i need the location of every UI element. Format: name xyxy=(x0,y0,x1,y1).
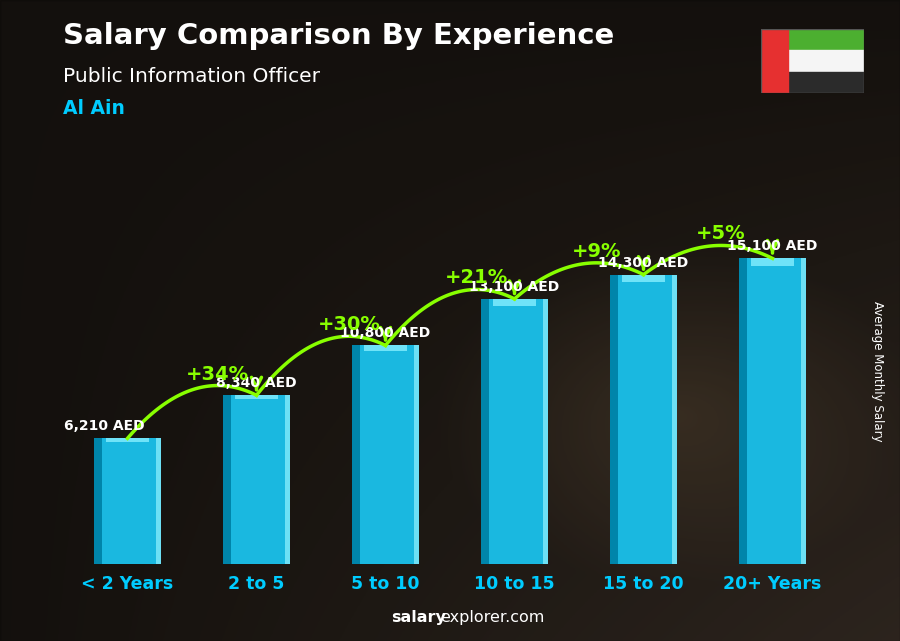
Bar xyxy=(481,299,489,564)
Bar xyxy=(94,438,102,564)
Bar xyxy=(481,299,548,564)
Bar xyxy=(223,395,290,564)
Text: Average Monthly Salary: Average Monthly Salary xyxy=(871,301,884,442)
Text: 14,300 AED: 14,300 AED xyxy=(598,256,688,270)
Text: 13,100 AED: 13,100 AED xyxy=(470,280,560,294)
Bar xyxy=(352,345,419,564)
Text: +21%: +21% xyxy=(446,269,508,287)
Bar xyxy=(284,395,290,564)
Bar xyxy=(105,438,149,442)
Bar xyxy=(760,29,788,93)
Bar xyxy=(414,345,419,564)
Bar xyxy=(156,438,161,564)
Text: +9%: +9% xyxy=(572,242,621,261)
Bar xyxy=(671,274,677,564)
Text: +34%: +34% xyxy=(185,365,249,383)
Text: Public Information Officer: Public Information Officer xyxy=(63,67,320,87)
Text: 8,340 AED: 8,340 AED xyxy=(216,376,297,390)
Text: 15,100 AED: 15,100 AED xyxy=(727,239,818,253)
Bar xyxy=(751,258,795,266)
Bar xyxy=(760,50,864,72)
Bar xyxy=(492,299,536,306)
Text: Al Ain: Al Ain xyxy=(63,99,125,119)
Bar xyxy=(739,258,806,564)
Text: explorer.com: explorer.com xyxy=(440,610,544,625)
Text: +30%: +30% xyxy=(318,315,381,335)
Bar xyxy=(94,438,161,564)
Bar xyxy=(760,29,864,50)
Bar xyxy=(622,274,665,282)
Bar xyxy=(543,299,548,564)
Text: 10,800 AED: 10,800 AED xyxy=(340,326,430,340)
Bar xyxy=(801,258,806,564)
Bar xyxy=(739,258,747,564)
Bar xyxy=(610,274,677,564)
Text: 6,210 AED: 6,210 AED xyxy=(64,419,145,433)
Text: salary: salary xyxy=(392,610,446,625)
Text: Salary Comparison By Experience: Salary Comparison By Experience xyxy=(63,22,614,51)
Bar xyxy=(610,274,618,564)
Bar xyxy=(364,345,408,351)
Bar xyxy=(352,345,360,564)
Bar xyxy=(760,72,864,93)
Text: +5%: +5% xyxy=(696,224,745,244)
Bar xyxy=(223,395,231,564)
Bar xyxy=(235,395,278,399)
